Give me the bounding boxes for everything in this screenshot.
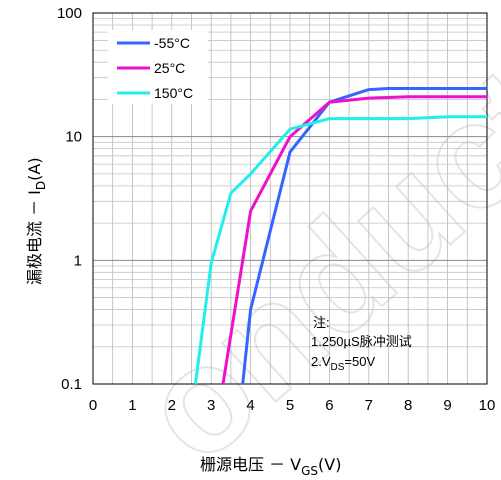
annotation-line2: 1.250µS脉冲测试 (311, 334, 412, 349)
y-axis-label: 漏极电流 － ID(A) (25, 157, 48, 285)
x-tick-label: 10 (479, 397, 496, 414)
x-axis-label-main: 栅源电压 － V (200, 455, 301, 474)
annotation-line3-main: 2.V (311, 354, 331, 369)
x-tick-label: 4 (246, 397, 254, 414)
x-tick-label: 0 (89, 397, 97, 414)
x-tick-label: 6 (325, 397, 333, 414)
legend: -55°C 25°C 150°C (108, 30, 208, 104)
x-tick-label: 9 (443, 397, 451, 414)
y-axis-label-sub: D (34, 181, 48, 190)
x-axis-label-sub: GS (301, 464, 318, 478)
x-tick-label: 7 (365, 397, 373, 414)
y-axis-label-main: 漏极电流 － I (25, 190, 44, 285)
annotation-line3: 2.VDS=50V (311, 354, 375, 373)
y-tick-labels: 0.1 1 10 100 (57, 5, 82, 393)
series-layer (193, 87, 487, 385)
annotation: 注: 1.250µS脉冲测试 2.VDS=50V (311, 315, 412, 373)
series-line-1 (221, 95, 487, 385)
annotation-line3-sub: DS (331, 362, 345, 373)
series-line-2 (193, 115, 487, 385)
x-tick-label: 2 (168, 397, 176, 414)
x-tick-labels: 0 1 2 3 4 5 6 7 8 9 10 (89, 397, 496, 414)
x-axis-label-unit: (V) (318, 455, 341, 474)
y-tick-label: 1 (74, 252, 82, 269)
legend-label-1: 25°C (154, 60, 185, 76)
x-tick-label: 8 (404, 397, 412, 414)
x-tick-label: 3 (207, 397, 215, 414)
legend-label-0: -55°C (154, 35, 190, 51)
annotation-line3-rest: =50V (344, 354, 375, 369)
annotation-line1: 注: (313, 315, 330, 330)
y-tick-label: 0.1 (61, 376, 82, 393)
x-tick-label: 5 (286, 397, 294, 414)
x-axis-label: 栅源电压 － VGS(V) (200, 455, 341, 478)
plot-frame (92, 12, 488, 385)
x-tick-label: 1 (128, 397, 136, 414)
y-tick-label: 100 (57, 5, 82, 22)
y-tick-label: 10 (65, 129, 82, 146)
legend-label-2: 150°C (154, 85, 193, 101)
y-axis-label-unit: (A) (25, 157, 44, 180)
